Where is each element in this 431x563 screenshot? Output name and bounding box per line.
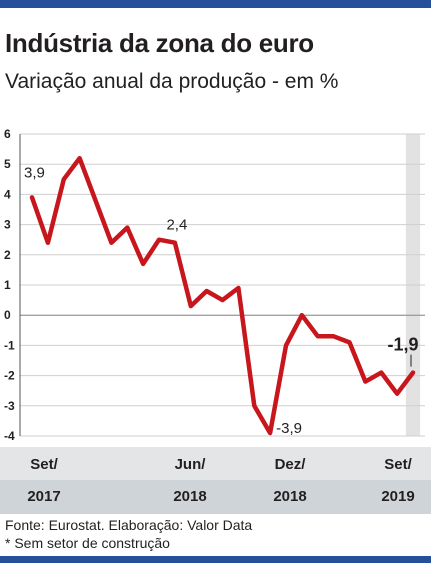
data-point: [46, 241, 50, 245]
data-point: [411, 371, 415, 375]
data-point: [125, 226, 129, 230]
data-point: [236, 286, 240, 290]
x-tick-month-label: Set/: [384, 456, 412, 473]
data-point: [157, 238, 161, 242]
data-point: [395, 392, 399, 396]
data-point: [363, 380, 367, 384]
data-point: [332, 334, 336, 338]
data-point: [379, 371, 383, 375]
data-point: [189, 304, 193, 308]
y-tick-label: 5: [4, 157, 11, 171]
data-point: [30, 195, 34, 199]
data-point: [78, 156, 82, 160]
x-tick-month-label: Set/: [30, 456, 58, 473]
data-point: [348, 340, 351, 344]
chart-subtitle: Variação anual da produção - em %: [5, 70, 339, 93]
data-point: [94, 198, 97, 202]
bottom-rule: [0, 556, 431, 563]
footer-source: Fonte: Eurostat. Elaboração: Valor Data: [5, 517, 253, 533]
top-rule: [0, 0, 431, 8]
footer-note: * Sem setor de construção: [5, 535, 170, 551]
data-label: -3,9: [276, 420, 302, 437]
y-tick-label: -3: [4, 399, 15, 413]
data-label: 3,9: [24, 164, 45, 181]
data-point: [300, 313, 304, 317]
y-tick-label: 3: [4, 218, 11, 232]
y-tick-label: 1: [4, 278, 11, 292]
data-point: [109, 241, 113, 245]
x-tick-year-label: 2017: [27, 488, 61, 505]
data-point: [284, 343, 288, 347]
line-chart: 6 5 4 3 2 1 0 -1 -2 -3 -4 3,9 2,4 -3,9 -1,9: [4, 127, 425, 443]
y-tick-label: -1: [4, 338, 15, 352]
y-tick-label: -2: [4, 369, 15, 383]
data-point: [205, 289, 209, 293]
data-label: 2,4: [166, 217, 187, 234]
x-tick-month-label: Jun/: [174, 456, 206, 473]
series-line: [29, 155, 416, 436]
data-point: [173, 241, 177, 245]
y-tick-label: -4: [4, 429, 15, 443]
y-tick-label: 2: [4, 248, 11, 262]
data-point: [268, 431, 272, 435]
data-point: [221, 298, 224, 302]
x-tick-year-label: 2018: [173, 488, 207, 505]
y-tick-label: 0: [4, 308, 11, 322]
data-point: [141, 262, 145, 266]
data-point: [252, 404, 256, 408]
x-axis-year-band: [0, 480, 431, 514]
y-tick-label: 4: [4, 187, 11, 201]
x-tick-year-label: 2019: [381, 488, 415, 505]
data-point: [62, 177, 66, 181]
data-point: [316, 334, 320, 338]
x-tick-year-label: 2018: [273, 488, 307, 505]
chart-title: Indústria da zona do euro: [5, 28, 314, 58]
y-tick-label: 6: [4, 127, 11, 141]
data-label: -1,9: [387, 335, 418, 355]
x-tick-month-label: Dez/: [274, 456, 306, 473]
x-axis-month-band: [0, 447, 431, 480]
